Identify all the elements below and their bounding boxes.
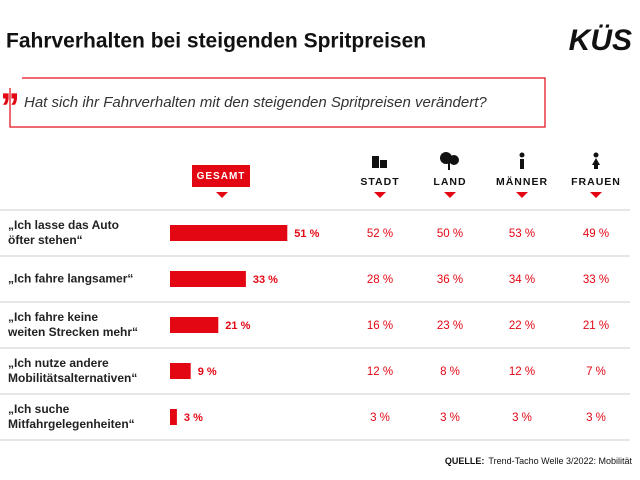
quote-mark: „ (0, 64, 20, 108)
source: QUELLE: Trend-Tacho Welle 3/2022: Mobilit… (445, 456, 633, 466)
question: Hat sich ihr Fahrverhalten mit den steig… (24, 94, 487, 111)
cell-value: 3 % (512, 412, 532, 424)
pointer (516, 192, 528, 198)
quote-bg (2, 68, 22, 88)
cell-value: 3 % (370, 412, 390, 424)
column-header: MÄNNER (496, 175, 548, 188)
icon-woman (592, 152, 600, 169)
cell-value: 23 % (437, 320, 463, 332)
cell-value: 21 % (583, 320, 609, 332)
value-label: 33 % (253, 274, 278, 286)
value-label: 3 % (184, 412, 203, 424)
bar (170, 317, 219, 333)
cell-value: 7 % (586, 366, 606, 378)
legend-label: GESAMT (197, 171, 246, 182)
bar (170, 225, 288, 241)
chart-title: Fahrverhalten bei steigenden Spritpreise… (6, 30, 426, 53)
category-label: „Ich suche Mitfahrgelegenheiten“ (8, 402, 135, 431)
cell-value: 12 % (509, 366, 535, 378)
bar (170, 363, 191, 379)
category-label: „Ich lasse das Auto öfter stehen“ (8, 218, 119, 247)
pointer (590, 192, 602, 198)
cell-value: 33 % (583, 274, 609, 286)
cell-value: 3 % (586, 412, 606, 424)
cell-value: 34 % (509, 274, 535, 286)
cell-value: 28 % (367, 274, 393, 286)
source-text: Trend-Tacho Welle 3/2022: Mobilität (488, 456, 632, 466)
brand-logo: KÜS (569, 24, 632, 57)
column-header: STADT (360, 176, 399, 188)
cell-value: 8 % (440, 366, 460, 378)
bar (170, 409, 177, 425)
source-label: QUELLE: (445, 456, 485, 466)
cell-value: 22 % (509, 320, 535, 332)
category-label: „Ich nutze andere Mobilitätsalternativen… (8, 356, 138, 385)
cell-value: 16 % (367, 320, 393, 332)
value-label: 51 % (294, 228, 319, 240)
cell-value: 36 % (437, 274, 463, 286)
icon-city (372, 156, 387, 168)
column-header: LAND (433, 176, 466, 188)
value-label: 9 % (198, 366, 217, 378)
pointer (444, 192, 456, 198)
icon-country (440, 152, 459, 170)
value-label: 21 % (225, 320, 250, 332)
cell-value: 12 % (367, 366, 393, 378)
category-label: „Ich fahre langsamer“ (8, 271, 134, 286)
column-header: FRAUEN (571, 176, 621, 188)
series-badge (192, 165, 250, 187)
cell-value: 52 % (367, 228, 393, 240)
question-box (9, 77, 546, 128)
pointer (216, 192, 228, 198)
pointer (374, 192, 386, 198)
icon-man (519, 152, 525, 169)
cell-value: 53 % (509, 228, 535, 240)
cell-value: 49 % (583, 228, 609, 240)
cell-value: 50 % (437, 228, 463, 240)
category-label: „Ich fahre keine weiten Strecken mehr“ (8, 310, 139, 339)
bar (170, 271, 246, 287)
cell-value: 3 % (440, 412, 460, 424)
